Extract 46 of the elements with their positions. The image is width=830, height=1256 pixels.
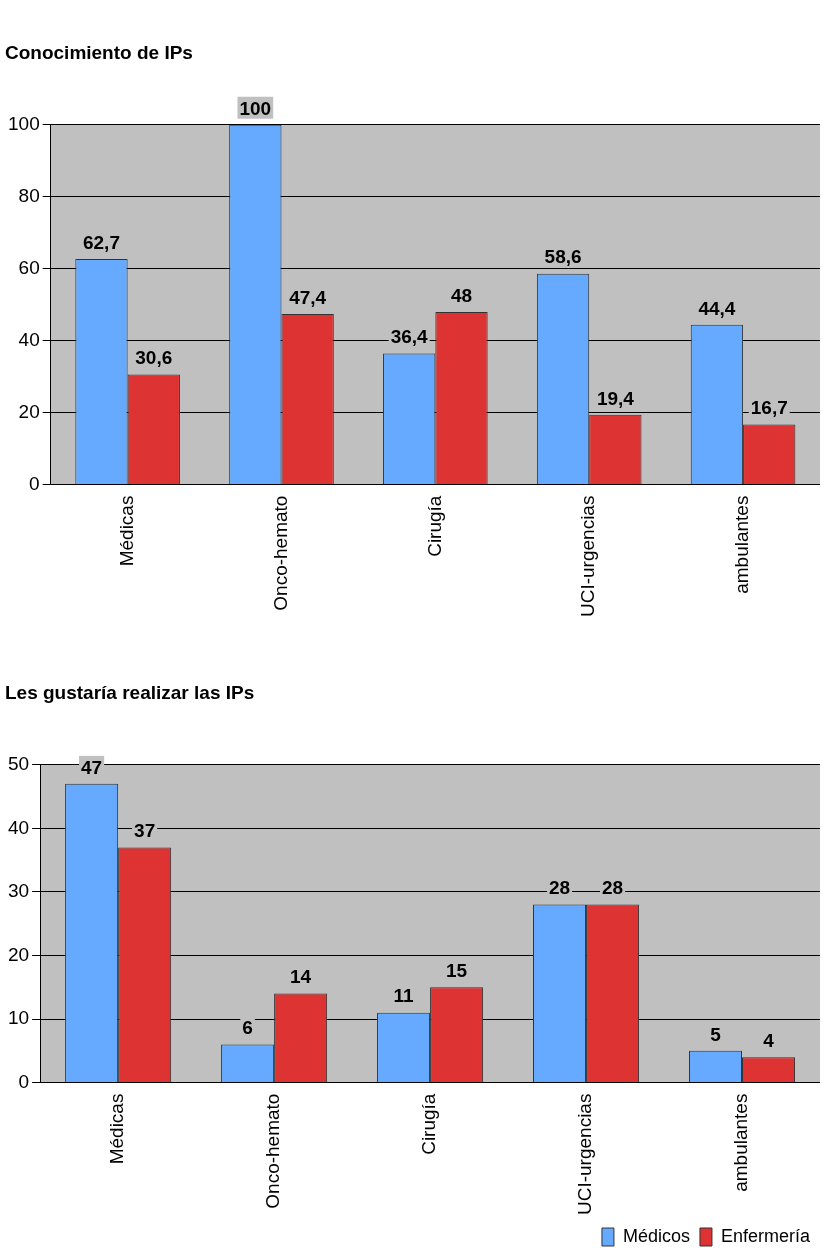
- x-tick-label: Onco-hemato: [262, 1093, 284, 1209]
- data-label: 44,4: [698, 297, 736, 319]
- x-tick-label: Médicas: [115, 495, 137, 567]
- data-label: 6: [242, 1017, 253, 1039]
- data-label: 47,4: [289, 286, 327, 308]
- y-tick-label: 0: [18, 1070, 30, 1092]
- y-tick-label: 80: [18, 184, 40, 206]
- y-tick-label: 40: [7, 816, 30, 838]
- data-label: 58,6: [544, 246, 582, 268]
- x-tick-label: Cirugía: [423, 495, 445, 557]
- data-label: 47: [81, 756, 103, 778]
- x-tick-label: UCI-urgencias: [577, 495, 599, 618]
- x-tick-label: ambulantes: [730, 1093, 752, 1192]
- chart-title: Conocimiento de IPs: [5, 41, 193, 63]
- data-label: 37: [134, 820, 156, 842]
- y-tick-label: 30: [7, 880, 30, 902]
- x-tick-label: ambulantes: [731, 495, 753, 594]
- chart-title: Les gustaría realizar las IPs: [5, 681, 255, 703]
- data-label: 11: [393, 985, 415, 1007]
- y-tick-label: 60: [18, 256, 40, 278]
- y-tick-label: 20: [18, 400, 40, 422]
- data-label: 15: [446, 959, 468, 981]
- legend-label: Médicos: [622, 1225, 690, 1246]
- data-label: 5: [710, 1023, 722, 1045]
- data-label: 48: [450, 284, 473, 306]
- data-label: 4: [763, 1029, 775, 1051]
- data-label: 36,4: [390, 326, 429, 348]
- data-label: 62,7: [82, 231, 120, 253]
- data-label: 14: [290, 966, 312, 988]
- y-tick-label: 10: [7, 1007, 30, 1029]
- data-label: 19,4: [596, 387, 635, 409]
- data-label: 28: [601, 877, 624, 899]
- y-tick-label: 0: [29, 472, 40, 494]
- data-label: 16,7: [750, 397, 788, 419]
- x-tick-label: Médicas: [106, 1093, 128, 1165]
- y-tick-label: 40: [18, 328, 40, 350]
- x-tick-label: Cirugía: [418, 1093, 440, 1155]
- y-tick-label: 20: [7, 943, 30, 965]
- data-label: 30,6: [135, 347, 173, 369]
- data-label: 28: [548, 877, 571, 899]
- x-tick-label: Onco-hemato: [269, 495, 291, 611]
- y-tick-label: 100: [8, 113, 40, 135]
- data-label: 100: [239, 97, 272, 119]
- legend-label: Enfermería: [720, 1225, 811, 1246]
- y-tick-label: 50: [7, 753, 30, 775]
- x-tick-label: UCI-urgencias: [574, 1093, 596, 1216]
